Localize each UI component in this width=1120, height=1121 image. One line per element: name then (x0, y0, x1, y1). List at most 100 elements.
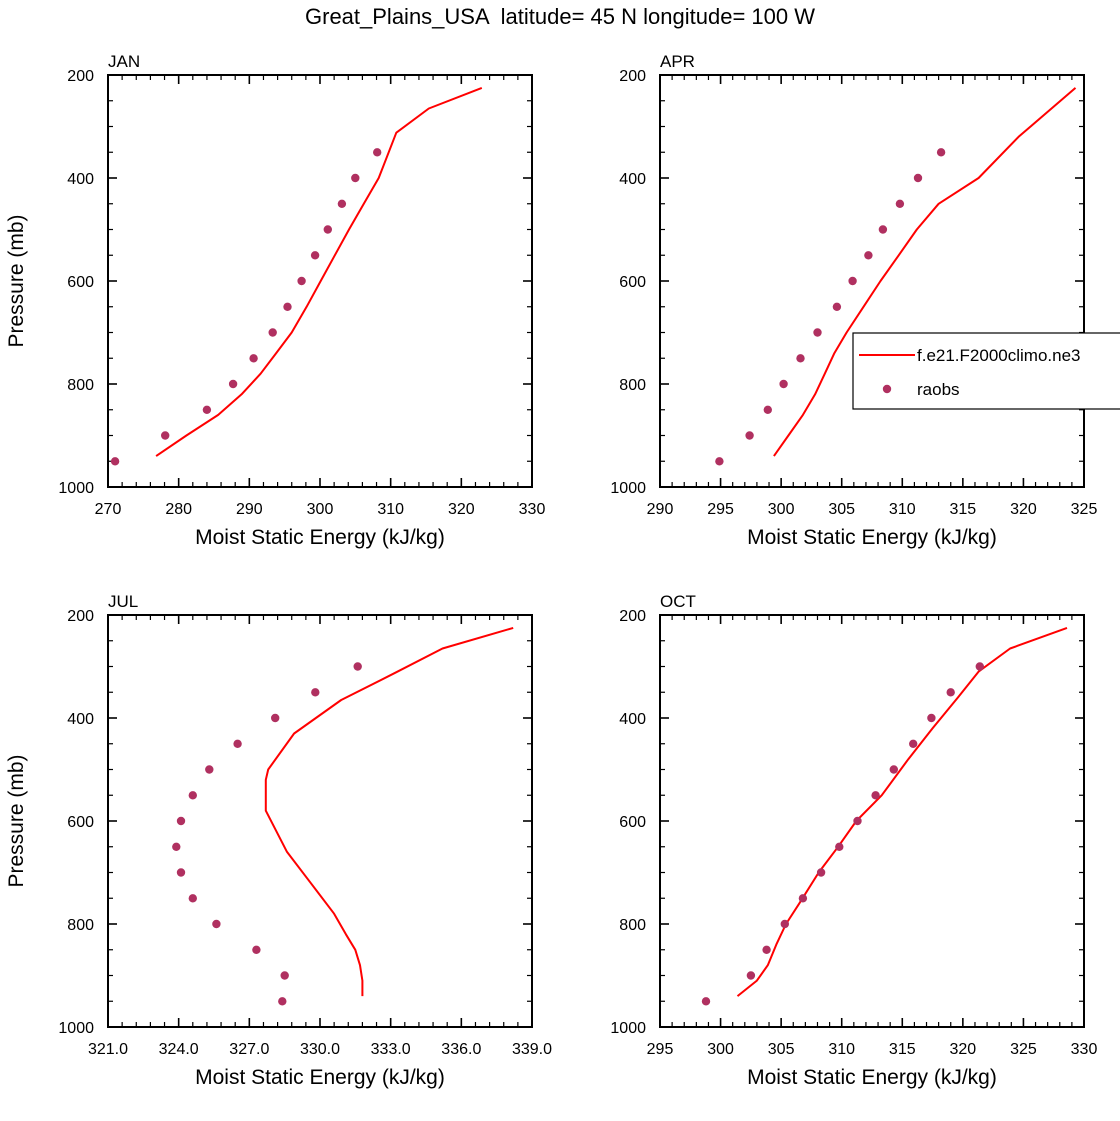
raobs-point (373, 148, 382, 157)
raobs-point (271, 713, 280, 723)
x-tick-label: 336.0 (441, 1041, 481, 1058)
y-tick-label: 1000 (58, 1020, 94, 1037)
raobs-point (853, 816, 862, 826)
y-tick-label: 400 (619, 171, 646, 188)
raobs-point (779, 379, 788, 389)
panel-oct: OCT 295 300 305 310 315 320 325 330 200 400 600 800 1… (610, 592, 1097, 1089)
raobs-point (228, 379, 238, 389)
panel-jul: JUL 321.0 324.0 327.0 330.0 333.0 336.0 339.0 20… (5, 592, 552, 1089)
y-tick-label: 200 (619, 608, 646, 625)
panel-title: JUL (108, 592, 138, 611)
raobs-point (249, 354, 258, 363)
x-tick-label: 325 (1010, 1041, 1037, 1058)
raobs-point (337, 199, 347, 208)
raobs-point (172, 842, 181, 851)
raobs-point (233, 739, 242, 748)
series-group (172, 626, 514, 1006)
raobs-point (780, 919, 789, 929)
x-tick-label: 315 (889, 1041, 916, 1058)
x-axis-label: Moist Static Energy (kJ/kg) (195, 526, 445, 549)
plot-frame (659, 74, 1085, 488)
x-axis-label: Moist Static Energy (kJ/kg) (747, 526, 997, 549)
legend-box (852, 332, 1120, 410)
y-tick-label: 200 (67, 608, 94, 625)
raobs-point (936, 148, 946, 157)
raobs-point (161, 431, 170, 440)
x-tick-label: 300 (707, 1041, 734, 1058)
raobs-point (909, 739, 918, 748)
raobs-point (746, 971, 756, 980)
plot-frame (107, 614, 533, 1028)
plot-frame (659, 614, 1085, 1028)
raobs-point (975, 662, 984, 671)
raobs-point (927, 713, 936, 723)
raobs-point (110, 457, 120, 466)
raobs-point (297, 276, 306, 286)
raobs-point (278, 997, 287, 1006)
x-tick-label: 300 (307, 501, 334, 518)
raobs-point (762, 945, 771, 954)
y-tick-label: 800 (67, 917, 94, 934)
y-tick-label: 200 (67, 68, 94, 85)
raobs-point (351, 173, 360, 183)
model-line (773, 87, 1077, 457)
x-tick-label: 324.0 (159, 1041, 199, 1058)
y-tick-label: 1000 (58, 480, 94, 497)
raobs-point (311, 688, 320, 697)
raobs-point (188, 791, 197, 800)
raobs-point (816, 868, 826, 877)
x-tick-label: 330 (519, 501, 546, 518)
x-tick-label: 295 (647, 1041, 674, 1058)
y-tick-label: 1000 (610, 480, 646, 497)
raobs-point (205, 765, 214, 774)
y-tick-label: 800 (619, 377, 646, 394)
raobs-point (353, 662, 362, 671)
raobs-point (310, 251, 320, 260)
raobs-point (889, 765, 898, 774)
y-tick-label: 800 (619, 917, 646, 934)
y-tick-label: 600 (67, 274, 94, 291)
raobs-point (763, 405, 772, 414)
figure-title: Great_Plains_USA latitude= 45 N longitud… (305, 4, 815, 29)
raobs-point (946, 688, 955, 697)
x-tick-label: 320 (448, 501, 475, 518)
y-tick-label: 400 (67, 171, 94, 188)
panel-title: JAN (108, 52, 140, 71)
series-group (701, 626, 1068, 1006)
x-tick-label: 310 (828, 1041, 855, 1058)
raobs-point (188, 894, 197, 903)
raobs-point (871, 791, 880, 800)
y-tick-label: 200 (619, 68, 646, 85)
legend-label: raobs (917, 380, 960, 399)
x-tick-label: 320 (1010, 501, 1037, 518)
x-tick-label: 305 (828, 501, 855, 518)
x-tick-label: 305 (768, 1041, 795, 1058)
raobs-point (798, 894, 808, 903)
x-tick-label: 310 (889, 501, 916, 518)
raobs-point (864, 251, 873, 260)
raobs-point (323, 225, 332, 234)
x-tick-label: 300 (768, 501, 795, 518)
x-axis-label: Moist Static Energy (kJ/kg) (747, 1066, 997, 1089)
raobs-point (832, 302, 842, 311)
raobs-point (283, 302, 292, 311)
raobs-point (176, 868, 186, 877)
x-axis-label: Moist Static Energy (kJ/kg) (195, 1066, 445, 1089)
raobs-point (895, 199, 905, 208)
y-axis-label: Pressure (mb) (5, 214, 28, 347)
x-tick-label: 310 (377, 501, 404, 518)
raobs-point (280, 971, 289, 980)
x-tick-label: 315 (950, 501, 977, 518)
panel-jan: JAN 270 280 290 300 310 320 330 200 400 600 800 1000… (5, 52, 545, 549)
raobs-point (701, 997, 711, 1006)
raobs-point (848, 276, 857, 286)
y-axis-label: Pressure (mb) (5, 754, 28, 887)
model-line (264, 626, 514, 997)
panel-title: OCT (660, 592, 696, 611)
y-tick-label: 400 (67, 711, 94, 728)
y-tick-label: 600 (619, 814, 646, 831)
panel-title: APR (660, 52, 695, 71)
y-tick-label: 1000 (610, 1020, 646, 1037)
series-group (110, 86, 483, 466)
raobs-point (913, 173, 923, 183)
